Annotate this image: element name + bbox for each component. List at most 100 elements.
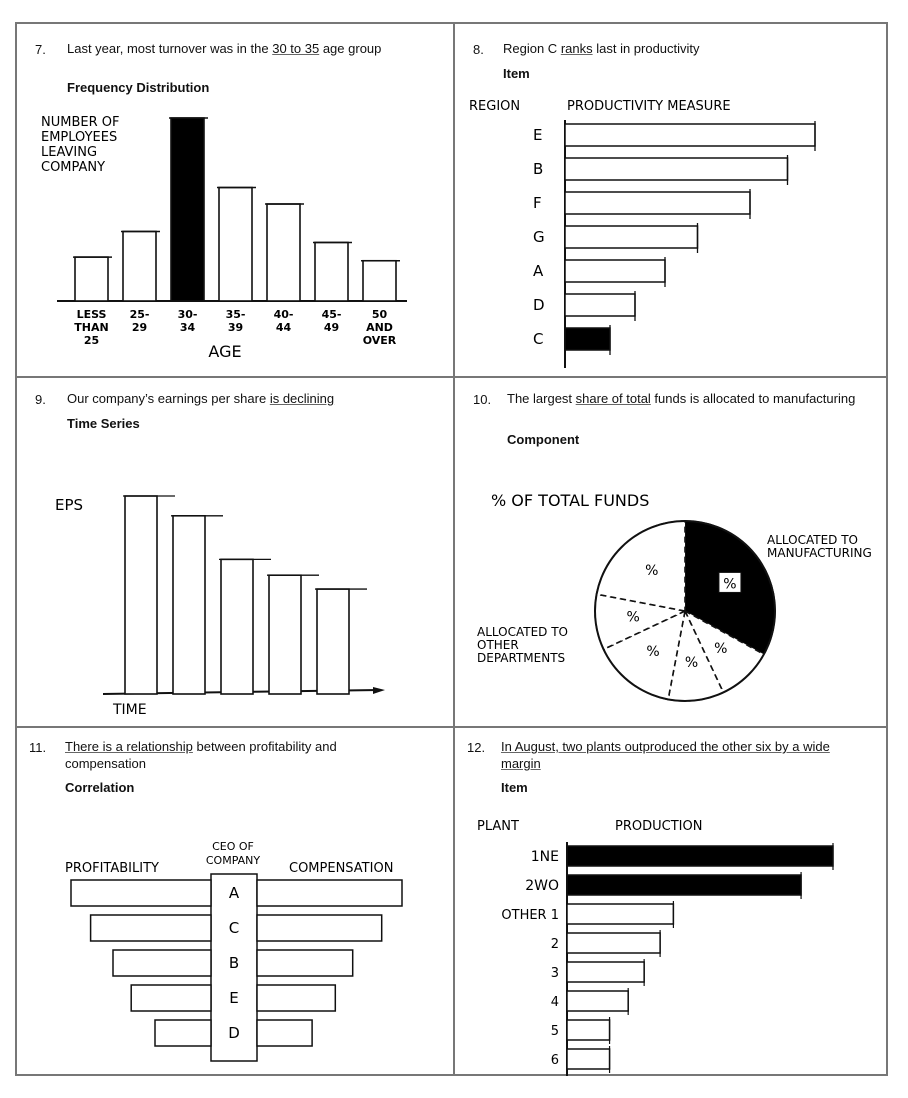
caption-text: funds is allocated to manufacturing: [650, 391, 856, 406]
production-bar: [566, 874, 802, 896]
ceo-label: D: [228, 1024, 240, 1042]
ceo-label: E: [229, 989, 238, 1007]
production-bar: [566, 1019, 611, 1041]
chart-type-label: Correlation: [65, 780, 135, 795]
panel-item-production: 12. In August, two plants outproduced th…: [455, 728, 890, 1076]
pie-slice-label: %: [645, 563, 658, 579]
x-axis-label: AGE: [208, 342, 241, 361]
production-bar: [566, 1048, 611, 1070]
panel-number: 9.: [35, 392, 46, 407]
x-tick-label: 34: [180, 321, 196, 334]
divider-row-1: [17, 376, 886, 378]
y-axis-label: EPS: [55, 496, 83, 514]
pie-slice-label: %: [627, 610, 640, 626]
x-tick-label: 50: [372, 308, 388, 321]
panel-caption: Our company’s earnings per share is decl…: [67, 390, 437, 407]
center-title: CEO OF: [212, 840, 254, 853]
caption-text: The largest: [507, 391, 576, 406]
frequency-bar: [314, 241, 349, 302]
highlight-callout: ALLOCATED TO: [767, 533, 858, 547]
other-callout: ALLOCATED TO: [477, 625, 568, 639]
funds-pie-chart: % OF TOTAL FUNDS%%%%%%ALLOCATED TOMANUFA…: [477, 491, 872, 702]
panel-caption: Region C ranks last in productivity: [503, 40, 863, 57]
production-bar: [566, 932, 661, 954]
caption-text: age group: [319, 41, 382, 56]
plant-label: 6: [551, 1053, 559, 1068]
category-header: REGION: [469, 99, 520, 114]
productivity-bar: [564, 293, 636, 317]
chart-type-label: Frequency Distribution: [67, 80, 210, 95]
panel-number: 10.: [473, 392, 492, 407]
eps-bar: [220, 558, 254, 695]
caption-text: Our company’s earnings per share: [67, 391, 270, 406]
ceo-label: A: [229, 884, 240, 902]
chart-type-label: Item: [503, 66, 530, 81]
x-tick-label: 39: [228, 321, 243, 334]
y-axis-label: EMPLOYEES: [41, 130, 117, 145]
pie-label-box: [718, 571, 742, 593]
x-tick-label: OVER: [363, 334, 397, 347]
frequency-bar: [266, 203, 301, 302]
frequency-bar: [218, 186, 253, 302]
x-tick-label: 44: [276, 321, 292, 334]
chart-type-label: Component: [507, 432, 580, 447]
region-label: G: [533, 228, 545, 246]
panel-component: 10. The largest share of total funds is …: [455, 378, 890, 726]
panel-frequency-distribution: 7. Last year, most turnover was in the 3…: [17, 24, 453, 376]
caption-emphasis: is declining: [269, 391, 335, 406]
panel-number: 7.: [35, 42, 46, 57]
eps-bar: [316, 588, 350, 695]
frequency-bar: [122, 230, 157, 302]
region-label: D: [533, 296, 545, 314]
compensation-bar: [256, 949, 354, 977]
ceo-column: [210, 873, 258, 1062]
pie-slice-label: %: [723, 576, 736, 592]
caption-emphasis: There is a relationship: [65, 739, 193, 754]
caption-text: Region C: [503, 41, 561, 56]
chart-title: PRODUCTION: [615, 819, 702, 834]
panel-item-productivity: 8. Region C ranks last in productivity I…: [455, 24, 890, 376]
caption-emphasis: share of total: [575, 391, 651, 406]
frequency-bar: [362, 259, 397, 302]
panel-caption: Last year, most turnover was in the 30 t…: [67, 40, 417, 57]
x-tick-label: AND: [366, 321, 393, 334]
y-axis-label: COMPANY: [41, 160, 105, 175]
chart-type-label: Time Series: [67, 416, 140, 431]
x-tick-label: 40-: [274, 308, 294, 321]
compensation-bar: [256, 984, 337, 1012]
production-bar: [566, 845, 834, 867]
profitability-bar: [70, 879, 212, 907]
pie-slice-label: %: [714, 641, 727, 657]
productivity-bar: [564, 225, 699, 249]
production-bar: [566, 903, 675, 925]
eps-bar: [268, 574, 302, 695]
x-tick-label: LESS: [77, 308, 107, 321]
profitability-bar: [89, 914, 212, 942]
x-tick-label: 25: [84, 334, 99, 347]
profitability-bar: [112, 949, 212, 977]
y-axis-label: LEAVING: [41, 145, 97, 160]
profitability-bar: [130, 984, 212, 1012]
compensation-bar: [256, 879, 403, 907]
right-title: COMPENSATION: [289, 861, 393, 876]
x-tick-label: 29: [132, 321, 147, 334]
plant-label: 5: [551, 1024, 559, 1039]
chart-type-label: Item: [501, 780, 528, 795]
production-bar: [566, 990, 629, 1012]
eps-bar: [124, 495, 158, 695]
plant-label: 2: [551, 937, 559, 952]
x-axis-label: TIME: [112, 702, 147, 718]
plant-label: 2WO: [525, 878, 559, 894]
divider-vertical: [453, 24, 455, 1074]
productivity-bar: [564, 191, 751, 215]
productivity-bar: [564, 327, 611, 351]
productivity-bar: [564, 259, 666, 283]
productivity-bar: [564, 157, 789, 181]
category-header: PLANT: [477, 819, 519, 834]
chart-title: PRODUCTIVITY MEASURE: [567, 99, 731, 114]
compensation-bar: [256, 1019, 313, 1047]
x-tick-label: THAN: [74, 321, 108, 334]
figure-sheet: 7. Last year, most turnover was in the 3…: [15, 22, 888, 1076]
other-callout: OTHER: [477, 638, 519, 652]
